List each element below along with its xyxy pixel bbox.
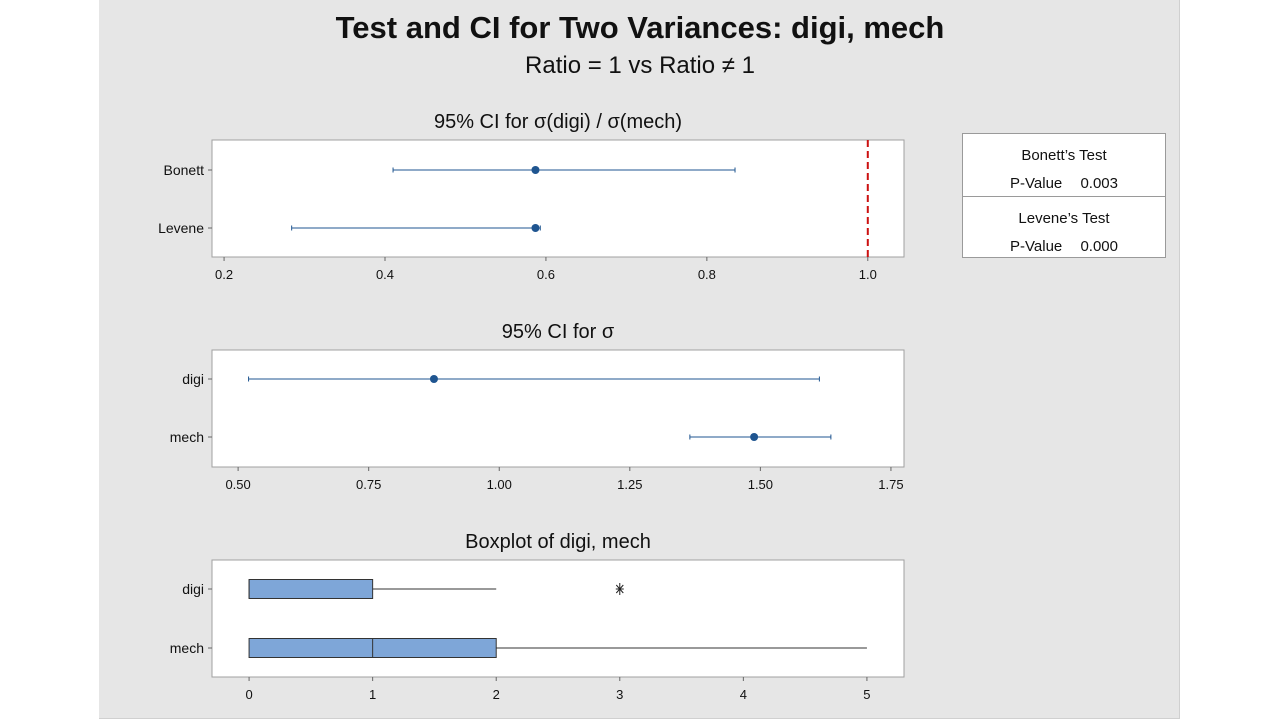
x-tick-label: 2 <box>493 687 500 702</box>
x-tick-label: 1.00 <box>487 477 512 492</box>
category-label: Levene <box>158 220 204 236</box>
x-tick-label: 0.75 <box>356 477 381 492</box>
outlier-stroke <box>615 584 624 594</box>
x-tick-label: 0 <box>245 687 252 702</box>
x-tick-label: 0.2 <box>215 267 233 282</box>
chart-subtitle: Ratio = 1 vs Ratio ≠ 1 <box>525 52 755 79</box>
bonett-result: Bonett’s Test P-Value 0.003 <box>963 134 1165 196</box>
panel-title: 95% CI for σ <box>502 321 615 343</box>
category-label: Bonett <box>164 162 205 178</box>
panel-2: 95% CI for σ digi mech 0.50 0.75 1.00 1.25 1.50… <box>170 321 905 492</box>
panel-3: Boxplot of digi, mech digi mech 0 1 2 3 4 5 <box>170 531 905 702</box>
estimate-point <box>429 375 438 383</box>
category-label: mech <box>170 429 204 445</box>
estimate-point <box>531 166 540 174</box>
panel-1: 95% CI for σ(digi) / σ(mech) Bonett Levene… <box>158 111 905 282</box>
x-tick-label: 1.50 <box>748 477 773 492</box>
chart-title: Test and CI for Two Variances: digi, mec… <box>335 10 945 45</box>
plot-area <box>211 139 905 258</box>
results-box: Bonett’s Test P-Value 0.003 Levene’s Tes… <box>962 133 1166 258</box>
estimate-point <box>750 433 759 441</box>
panel-title: 95% CI for σ(digi) / σ(mech) <box>434 111 682 133</box>
outlier-marker <box>615 583 624 595</box>
plot-area <box>211 349 905 468</box>
levene-title: Levene’s Test <box>1018 210 1110 227</box>
x-tick-label: 0.50 <box>225 477 250 492</box>
x-tick-label: 1.25 <box>617 477 642 492</box>
x-tick-label: 1.0 <box>859 267 877 282</box>
levene-pvalue-label: P-Value <box>1010 238 1063 255</box>
x-tick-label: 3 <box>616 687 623 702</box>
x-tick-label: 5 <box>863 687 870 702</box>
x-tick-label: 0.6 <box>537 267 555 282</box>
x-tick-label: 4 <box>740 687 747 702</box>
bonett-title: Bonett’s Test <box>1021 147 1107 164</box>
category-label: digi <box>182 371 204 387</box>
plot-area <box>211 559 905 678</box>
x-tick-label: 1 <box>369 687 376 702</box>
levene-pvalue: 0.000 <box>1080 238 1118 255</box>
panel-title: Boxplot of digi, mech <box>465 531 651 553</box>
levene-result: Levene’s Test P-Value 0.000 <box>963 196 1165 259</box>
bonett-pvalue-row: P-Value 0.003 <box>963 175 1165 192</box>
x-tick-label: 0.8 <box>698 267 716 282</box>
bonett-pvalue: 0.003 <box>1080 175 1118 192</box>
category-label: mech <box>170 640 204 656</box>
bonett-pvalue-label: P-Value <box>1010 175 1063 192</box>
x-tick-label: 0.4 <box>376 267 394 282</box>
box <box>248 579 374 599</box>
x-tick-label: 1.75 <box>878 477 903 492</box>
category-label: digi <box>182 581 204 597</box>
estimate-point <box>531 224 540 232</box>
levene-pvalue-row: P-Value 0.000 <box>963 238 1165 255</box>
